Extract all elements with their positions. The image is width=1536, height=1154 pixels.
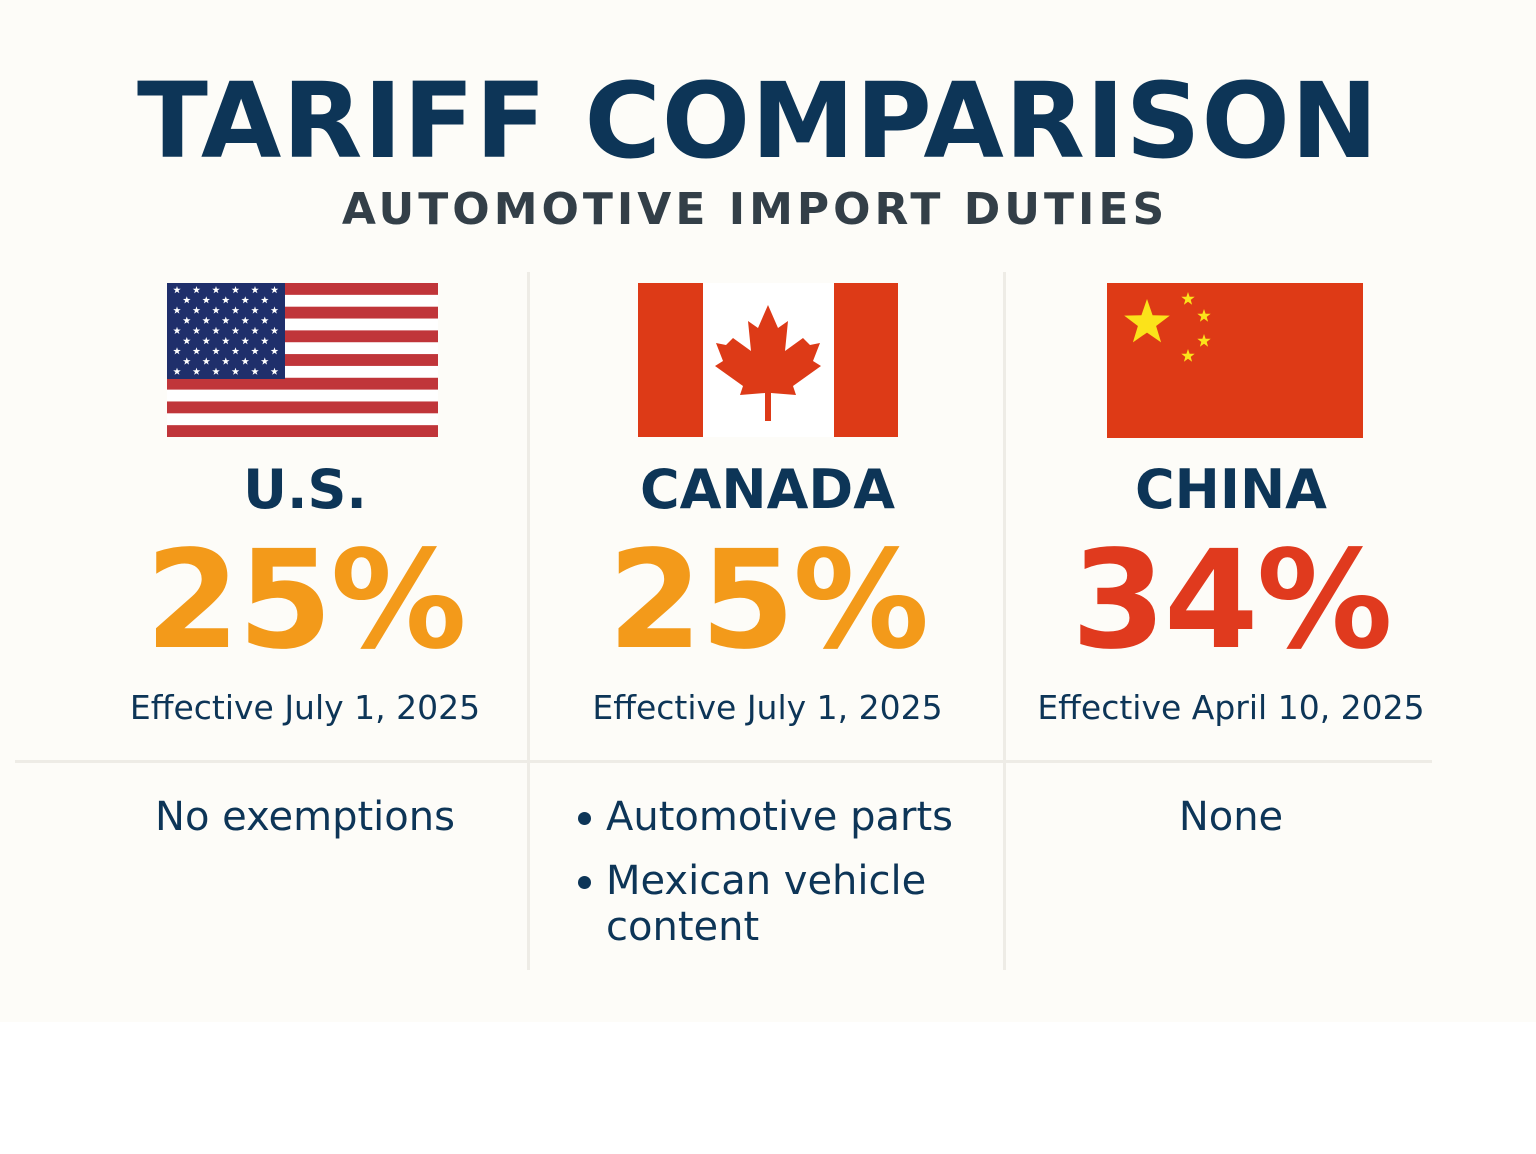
star-icon xyxy=(221,357,230,365)
star-icon xyxy=(241,357,250,365)
row-divider xyxy=(15,760,1432,763)
star-icon xyxy=(212,326,220,334)
star-icon xyxy=(260,337,269,345)
tariff-rate: 25% xyxy=(607,522,930,680)
effective-date: Effective July 1, 2025 xyxy=(592,688,943,727)
exemptions: None xyxy=(1178,794,1284,840)
tariff-rate: 34% xyxy=(1071,522,1393,680)
exemptions-list: Automotive parts Mexican vehicle content xyxy=(576,794,966,968)
star-icon xyxy=(173,347,181,355)
star-icon xyxy=(182,296,191,304)
star-icon xyxy=(221,296,230,304)
star-icon xyxy=(270,326,279,334)
star-icon xyxy=(270,347,279,355)
star-icon xyxy=(212,347,220,355)
star-icon xyxy=(241,296,250,304)
star-icon xyxy=(260,316,269,324)
flag-stripe xyxy=(167,330,438,343)
exemption-item: Mexican vehicle content xyxy=(576,858,966,950)
country-name: CANADA xyxy=(639,458,896,521)
star-icon xyxy=(212,367,220,375)
effective-date: Effective July 1, 2025 xyxy=(129,688,481,727)
star-icon xyxy=(192,367,201,375)
star-icon xyxy=(192,306,201,314)
star-icon xyxy=(221,337,230,345)
star-icon xyxy=(251,347,259,355)
star-icon xyxy=(241,316,250,324)
star-icon xyxy=(231,306,240,314)
star-icon xyxy=(202,337,211,345)
country-name: U.S. xyxy=(243,458,367,521)
star-icon xyxy=(182,357,191,365)
country-name: CHINA xyxy=(1135,458,1327,521)
star-icon xyxy=(270,306,279,314)
star-icon xyxy=(192,286,201,294)
star-icon xyxy=(1181,292,1195,305)
star-icon xyxy=(260,357,269,365)
page-title: TARIFF COMPARISON xyxy=(137,60,1379,182)
flag-stripe xyxy=(167,283,438,295)
star-icon xyxy=(231,367,240,375)
china-flag-icon xyxy=(1107,283,1363,438)
flag-stripe xyxy=(167,377,438,390)
star-icon xyxy=(202,316,211,324)
star-icon xyxy=(192,347,201,355)
star-icon xyxy=(251,326,259,334)
column-divider xyxy=(1003,272,1006,970)
flag-stripe xyxy=(167,306,438,319)
star-icon xyxy=(270,367,279,375)
star-icon xyxy=(173,367,181,375)
star-icon xyxy=(182,316,191,324)
flag-stripe xyxy=(167,425,438,437)
star-icon xyxy=(231,347,240,355)
star-icon xyxy=(1197,334,1211,347)
star-icon xyxy=(173,286,181,294)
flag-stripe xyxy=(167,354,438,366)
star-icon xyxy=(251,286,259,294)
star-icon xyxy=(221,316,230,324)
star-icon xyxy=(202,357,211,365)
star-icon xyxy=(1124,299,1170,343)
column-china: CHINA 34% Effective April 10, 2025 None xyxy=(1005,0,1457,1000)
star-icon xyxy=(1197,309,1211,322)
canada-flag-icon xyxy=(638,283,898,437)
star-icon xyxy=(182,337,191,345)
star-icon xyxy=(260,296,269,304)
infographic-panel: TARIFF COMPARISON AUTOMOTIVE IMPORT DUTI… xyxy=(15,0,1457,1000)
star-icon xyxy=(202,296,211,304)
effective-date: Effective April 10, 2025 xyxy=(1037,688,1425,727)
star-icon xyxy=(251,367,259,375)
star-icon xyxy=(173,306,181,314)
column-divider xyxy=(527,272,530,970)
star-icon xyxy=(231,326,240,334)
star-icon xyxy=(251,306,259,314)
tariff-rate: 25% xyxy=(145,522,467,680)
star-icon xyxy=(241,337,250,345)
star-icon xyxy=(173,326,181,334)
exemption-item: Automotive parts xyxy=(576,794,966,840)
exemptions: No exemptions xyxy=(155,794,455,840)
star-icon xyxy=(212,286,220,294)
star-icon xyxy=(212,306,220,314)
star-icon xyxy=(192,326,201,334)
flag-stripe xyxy=(167,401,438,414)
page-subtitle: AUTOMOTIVE IMPORT DUTIES xyxy=(341,184,1169,235)
star-icon xyxy=(1181,349,1195,362)
star-icon xyxy=(231,286,240,294)
star-icon xyxy=(270,286,279,294)
us-flag-icon xyxy=(167,283,438,437)
column-canada: CANADA 25% Effective July 1, 2025 Automo… xyxy=(530,0,1005,1000)
column-us: U.S. 25% Effective July 1, 2025 No exemp… xyxy=(40,0,570,1000)
